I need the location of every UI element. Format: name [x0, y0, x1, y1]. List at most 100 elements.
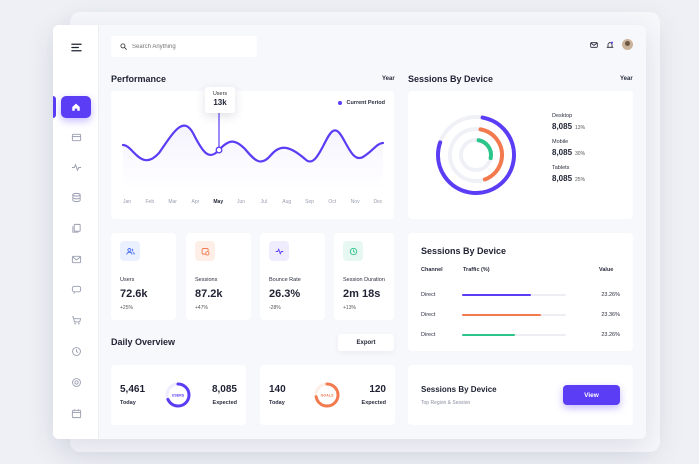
performance-period[interactable]: Year: [382, 76, 395, 82]
stat-card-users[interactable]: Users 72.6k +25%: [111, 233, 176, 320]
row-value: 23.26%: [601, 332, 620, 338]
traffic-bar-track: [462, 313, 566, 317]
row-value: 23.26%: [601, 292, 620, 298]
device-row-desktop: Desktop 8,085 13%: [552, 113, 585, 131]
sidebar-item-calendar[interactable]: [68, 405, 84, 421]
traffic-table-card: Sessions By Device Channel Traffic (%) V…: [408, 233, 633, 351]
database-icon: [71, 192, 81, 202]
row-channel: Direct: [421, 332, 436, 338]
traffic-table-title: Sessions By Device: [421, 246, 507, 256]
goals-gauge: GOALS: [314, 382, 340, 408]
column-header-value: Value: [599, 267, 614, 273]
sidebar-item-history[interactable]: [68, 343, 84, 359]
device-legend: Desktop 8,085 13% Mobile 8,085 30% Tablets…: [552, 113, 585, 191]
row-channel: Direct: [421, 312, 436, 318]
sessions-device-period[interactable]: Year: [620, 76, 633, 82]
sidebar-item-chat[interactable]: [68, 281, 84, 297]
device-percent: 13%: [575, 125, 586, 131]
chart-legend: Current Period: [338, 100, 385, 106]
today-label: Today: [269, 400, 285, 406]
stat-change: +47%: [195, 305, 208, 311]
expected-value: 120: [369, 384, 386, 395]
tooltip-label: Users: [212, 91, 228, 97]
stat-change: +25%: [120, 305, 133, 311]
cart-icon: [71, 315, 81, 324]
device-label: Mobile: [552, 139, 569, 145]
month-label: Oct: [328, 199, 337, 205]
chart-highlight-point[interactable]: [215, 146, 223, 154]
history-icon: [71, 346, 81, 356]
sidebar-item-home[interactable]: [61, 96, 91, 118]
menu-icon[interactable]: [68, 39, 84, 55]
sidebar-item-activity[interactable]: [68, 159, 84, 175]
sidebar-item-target[interactable]: [68, 374, 84, 390]
target-icon: [71, 377, 81, 387]
ring-desktop: [436, 115, 516, 195]
month-label: Jul: [260, 199, 268, 205]
cta-title: Sessions By Device: [421, 385, 497, 394]
sidebar-item-database[interactable]: [68, 189, 84, 205]
avatar[interactable]: [622, 39, 633, 50]
gauge-label: USERS: [172, 394, 185, 398]
cta-subtitle: Top Region & Session: [421, 400, 471, 406]
search-input[interactable]: [132, 43, 242, 50]
stat-value: 26.3%: [269, 288, 301, 300]
stat-label: Bounce Rate: [269, 277, 301, 283]
stat-change: +13%: [343, 305, 356, 311]
sessions-device-card: Desktop 8,085 13% Mobile 8,085 30% Tablets…: [408, 91, 633, 219]
home-icon: [72, 103, 80, 111]
month-label: Feb: [145, 199, 155, 205]
month-label: Mar: [168, 199, 177, 205]
sidebar-item-analytics[interactable]: [68, 129, 84, 145]
users-gauge-arc: [165, 382, 191, 408]
stat-card-bounce-rate[interactable]: Bounce Rate 26.3% -28%: [260, 233, 325, 320]
device-donut-chart: [436, 115, 516, 195]
sessions-device-title: Sessions By Device: [408, 74, 494, 84]
sessions-icon: [195, 241, 215, 261]
sidebar-item-mail[interactable]: [68, 251, 84, 267]
daily-overview-title: Daily Overview: [111, 337, 176, 347]
table-row[interactable]: Direct 23.36%: [421, 310, 620, 320]
sidebar-active-indicator: [53, 96, 56, 118]
today-value: 140: [269, 384, 286, 395]
expected-value: 8,085: [211, 384, 237, 395]
stat-change: -28%: [269, 305, 281, 311]
month-label: Jan: [122, 199, 132, 205]
daily-card-users: 5,461 Today USERS 8,085 Expected: [111, 365, 246, 425]
users-gauge: USERS: [165, 382, 191, 408]
today-value: 5,461: [120, 384, 146, 395]
sidebar-item-cart[interactable]: [68, 312, 84, 328]
table-row[interactable]: Direct 23.26%: [421, 330, 620, 340]
row-value: 23.36%: [601, 312, 620, 318]
month-label: May: [213, 199, 224, 205]
performance-title: Performance: [111, 74, 167, 84]
table-row[interactable]: Direct 23.26%: [421, 290, 620, 300]
top-actions: [590, 39, 633, 50]
expected-label: Expected: [212, 400, 237, 406]
stat-card-sessions[interactable]: Sessions 87.2k +47%: [186, 233, 251, 320]
stat-label: Session Duration: [343, 277, 385, 283]
device-value: 8,085 30%: [552, 148, 586, 157]
stat-label: Users: [120, 277, 135, 283]
search-bar[interactable]: [111, 36, 257, 57]
month-label: Jun: [237, 199, 246, 205]
device-value: 8,085 25%: [552, 174, 586, 183]
clock-icon: [343, 241, 363, 261]
chat-icon: [71, 285, 81, 294]
dashboard-window: Performance Year Current Period Users 13…: [53, 25, 646, 439]
mail-icon[interactable]: [590, 41, 598, 49]
activity-icon: [269, 241, 289, 261]
view-button[interactable]: View: [563, 385, 620, 405]
sidebar-item-copy[interactable]: [68, 220, 84, 236]
goals-gauge-arc: [314, 382, 340, 408]
month-label: Aug: [282, 199, 292, 205]
stat-card-session-duration[interactable]: Session Duration 2m 18s +13%: [334, 233, 394, 320]
traffic-bar-fill: [462, 333, 516, 337]
month-label: Nov: [350, 199, 360, 205]
row-channel: Direct: [421, 292, 436, 298]
device-percent: 25%: [575, 177, 586, 183]
bell-icon[interactable]: [606, 41, 614, 49]
export-button[interactable]: Export: [338, 334, 394, 351]
today-label: Today: [120, 400, 136, 406]
chart-tooltip: Users 13k: [205, 87, 235, 113]
